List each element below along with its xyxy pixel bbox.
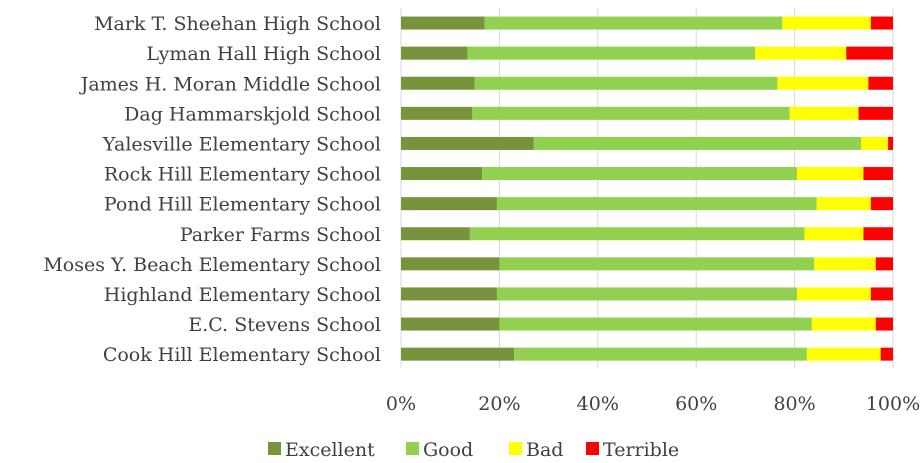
bar-segment-good: [474, 76, 778, 90]
bar-segment-terrible: [858, 106, 893, 120]
bar-segment-good: [469, 227, 805, 241]
category-label: Rock Hill Elementary School: [104, 164, 381, 186]
bar-segment-bad: [789, 106, 859, 120]
bar-segment-bad: [782, 16, 871, 30]
bar-segment-terrible: [875, 257, 893, 271]
bar-segment-good: [499, 317, 812, 331]
bar-segment-good: [482, 167, 798, 181]
bar-segment-excellent: [401, 317, 500, 331]
legend-label-excellent: Excellent: [285, 439, 375, 461]
legend-swatch-bad: [509, 442, 522, 455]
legend-label-good: Good: [423, 439, 473, 461]
bar-segment-bad: [797, 287, 871, 301]
x-tick-label: 20%: [478, 393, 520, 415]
category-label: Lyman Hall High School: [146, 43, 381, 65]
bars: [401, 16, 893, 361]
bar-segment-terrible: [875, 317, 893, 331]
category-label: Parker Farms School: [180, 224, 381, 246]
legend-label-terrible: Terrible: [603, 439, 679, 461]
x-tick-label: 0%: [386, 393, 416, 415]
bar-segment-terrible: [888, 136, 893, 150]
bar-segment-bad: [755, 46, 847, 60]
bar-segment-terrible: [868, 76, 893, 90]
bar-segment-bad: [777, 76, 869, 90]
bar-segment-bad: [816, 197, 871, 211]
bar-segment-terrible: [870, 197, 893, 211]
x-tick-label: 100%: [866, 393, 920, 415]
bar-segment-excellent: [401, 197, 497, 211]
bar-segment-excellent: [401, 257, 500, 271]
legend-swatch-excellent: [268, 442, 281, 455]
bar-segment-good: [514, 347, 807, 361]
category-label: Mark T. Sheehan High School: [94, 13, 381, 35]
legend: Excellent Good Bad Terrible: [268, 439, 679, 461]
category-label: Dag Hammarskjold School: [124, 103, 381, 125]
bar-segment-excellent: [401, 136, 534, 150]
bar-segment-excellent: [401, 227, 470, 241]
x-tick-label: 40%: [577, 393, 619, 415]
bar-segment-good: [496, 287, 798, 301]
bar-segment-terrible: [870, 287, 893, 301]
bar-segment-excellent: [401, 167, 483, 181]
legend-label-bad: Bad: [526, 439, 563, 461]
bar-segment-bad: [804, 227, 864, 241]
bar-segment-good: [533, 136, 862, 150]
bar-segment-terrible: [880, 347, 893, 361]
x-tick-labels: 0% 20% 40% 60% 80% 100%: [386, 393, 920, 415]
bar-segment-excellent: [401, 16, 485, 30]
category-label: Moses Y. Beach Elementary School: [43, 254, 381, 276]
bar-segment-bad: [861, 136, 889, 150]
bar-segment-bad: [797, 167, 864, 181]
bar-segment-terrible: [863, 227, 893, 241]
category-label: Cook Hill Elementary School: [103, 344, 381, 366]
category-label: James H. Moran Middle School: [79, 73, 381, 95]
bar-segment-terrible: [870, 16, 893, 30]
bar-segment-good: [472, 106, 790, 120]
bar-segment-excellent: [401, 46, 468, 60]
bar-segment-good: [499, 257, 815, 271]
legend-swatch-terrible: [586, 442, 599, 455]
bar-segment-excellent: [401, 106, 473, 120]
bar-segment-good: [496, 197, 817, 211]
category-label: E.C. Stevens School: [188, 314, 381, 336]
category-label: Pond Hill Elementary School: [104, 194, 381, 216]
gridlines: [400, 8, 894, 368]
category-label: Highland Elementary School: [104, 284, 381, 306]
x-tick-label: 60%: [675, 393, 717, 415]
bar-segment-bad: [806, 347, 881, 361]
bar-segment-bad: [811, 317, 876, 331]
bar-segment-terrible: [846, 46, 893, 60]
category-label: Yalesville Elementary School: [102, 133, 381, 155]
category-labels: Mark T. Sheehan High School Lyman Hall Hi…: [43, 13, 381, 366]
bar-segment-good: [484, 16, 783, 30]
bar-segment-excellent: [401, 287, 497, 301]
bar-segment-excellent: [401, 76, 475, 90]
legend-swatch-good: [406, 442, 419, 455]
bar-segment-good: [467, 46, 756, 60]
bar-segment-terrible: [863, 167, 893, 181]
x-tick-label: 80%: [773, 393, 815, 415]
bar-segment-bad: [814, 257, 876, 271]
bar-segment-excellent: [401, 347, 515, 361]
